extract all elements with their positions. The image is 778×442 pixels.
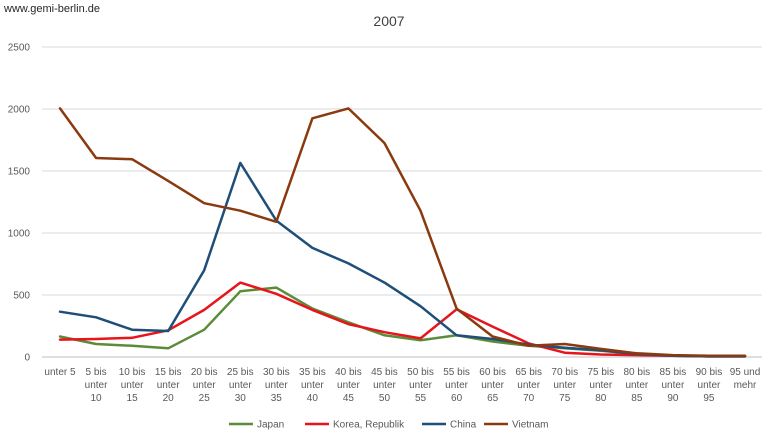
y-tick-label: 0 — [24, 353, 30, 364]
x-tick-label: 35 bis unter 40 — [299, 367, 326, 404]
series-line-vietnam — [58, 107, 747, 358]
x-tick-label: 90 bis unter 95 — [696, 367, 723, 404]
x-tick-label: 55 bis unter 60 — [443, 367, 470, 404]
x-tick-label: 60 bis unter 65 — [479, 367, 506, 404]
x-tick-label: 85 bis unter 90 — [660, 367, 687, 404]
y-tick-label: 1500 — [8, 167, 31, 178]
legend-label: Japan — [257, 420, 284, 431]
series-line-china — [58, 161, 747, 358]
x-tick-label: 70 bis unter 75 — [551, 367, 578, 404]
source-label: www.gemi-berlin.de — [4, 3, 100, 15]
x-tick-label: unter 5 — [44, 367, 76, 378]
legend-label: Vietnam — [512, 420, 549, 431]
chart-title: 2007 — [373, 13, 404, 29]
x-tick-label: 15 bis unter 20 — [155, 367, 182, 404]
x-tick-label: 20 bis unter 25 — [191, 367, 218, 404]
series-lines — [58, 107, 747, 358]
y-tick-label: 2000 — [8, 105, 31, 116]
x-tick-label: 95 und mehr — [730, 367, 761, 391]
series-line-japan — [58, 286, 747, 358]
gridlines — [42, 46, 762, 358]
x-tick-label: 45 bis unter 50 — [371, 367, 398, 404]
x-tick-label: 50 bis unter 55 — [407, 367, 434, 404]
x-axis: unter 5 5 bis unter 10 10 bis unter 15 15 bis un… — [44, 367, 760, 404]
y-axis: 0 500 1000 1500 2000 2500 — [8, 43, 31, 364]
legend-label: Korea, Republik — [333, 420, 405, 431]
x-tick-label: 40 bis unter 45 — [335, 367, 362, 404]
x-tick-label: 75 bis unter 80 — [587, 367, 614, 404]
x-tick-label: 25 bis unter 30 — [227, 367, 254, 404]
y-tick-label: 2500 — [8, 43, 31, 54]
x-tick-label: 5 bis unter 10 — [85, 367, 108, 404]
y-tick-label: 1000 — [8, 229, 31, 240]
series-line-korea-republik — [58, 281, 747, 358]
x-tick-label: 65 bis unter 70 — [515, 367, 542, 404]
legend-label: China — [450, 420, 477, 431]
y-tick-label: 500 — [13, 291, 30, 302]
x-tick-label: 30 bis unter 35 — [263, 367, 290, 404]
x-tick-label: 80 bis unter 85 — [623, 367, 650, 404]
legend: Japan Korea, Republik China Vietnam — [229, 420, 549, 431]
x-tick-label: 10 bis unter 15 — [119, 367, 146, 404]
